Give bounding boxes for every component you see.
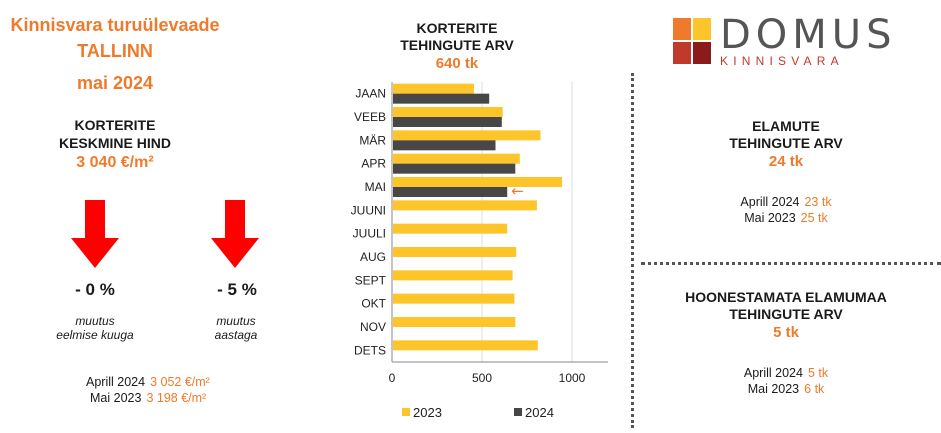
comparison-value: 3 052 €/m²	[150, 375, 210, 389]
comparison-label: Aprill 2024	[740, 195, 800, 209]
comparison-label: Aprill 2024	[86, 375, 146, 389]
comparison-value: 25 tk	[800, 211, 828, 225]
report-title: Kinnisvara turuülevaade TALLINN mai 2024	[0, 12, 230, 96]
divider-horizontal	[641, 262, 941, 265]
y-tick-label: MAI	[365, 180, 386, 194]
y-tick-label: SEPT	[355, 273, 387, 287]
y-tick-label: OKT	[361, 297, 386, 311]
bar-2024-mär	[393, 140, 496, 151]
houses-heading-line1: ELAMUTE	[752, 118, 820, 134]
bar-2023-aug	[393, 247, 517, 257]
chart-heading-line2: TEHINGUTE ARV	[400, 37, 514, 53]
houses-heading-line2: TEHINGUTE ARV	[729, 135, 843, 151]
comparison-label: Mai 2023	[744, 211, 796, 225]
comparison-value: 3 198 €/m²	[146, 391, 207, 405]
bar-2023-mai	[393, 177, 563, 187]
land-block: HOONESTAMATA ELAMUMAA TEHINGUTE ARV 5 tk…	[636, 289, 936, 397]
y-tick-label: AUG	[360, 250, 386, 264]
change-month-note: muutus eelmise kuuga	[30, 314, 160, 342]
change-year-note-line2: aastaga	[214, 328, 258, 342]
logo-wordmark: DOMUS	[720, 12, 897, 58]
bar-2023-veeb	[393, 107, 503, 117]
bar-2024-jaan	[393, 93, 490, 104]
y-tick-label: NOV	[360, 320, 386, 334]
legend-label-2023: 2023	[413, 405, 442, 420]
y-tick-label: JUUNI	[351, 203, 386, 217]
chart-heading: KORTERITE TEHINGUTE ARV 640 tk	[382, 20, 532, 74]
change-month-value: - 0 %	[75, 280, 115, 299]
bar-2023-juuli	[393, 223, 508, 234]
price-heading-line2: KESKMINE HIND	[58, 135, 171, 151]
price-value: 3 040 €/m²	[76, 154, 154, 171]
x-tick-label: 0	[389, 371, 396, 385]
legend-label-2024: 2024	[525, 405, 554, 420]
land-comparison-may: Mai 2023 6 tk	[636, 381, 936, 397]
bar-2023-apr	[393, 153, 520, 164]
houses-block: ELAMUTE TEHINGUTE ARV 24 tk Aprill 2024 2…	[636, 118, 936, 226]
land-heading-line2: TEHINGUTE ARV	[729, 306, 843, 322]
comparison-label: Mai 2023	[747, 382, 800, 396]
comparison-label: Mai 2023	[90, 391, 142, 405]
comparison-value: 6 tk	[804, 382, 825, 396]
price-comparison-april: Aprill 2024 3 052 €/m²	[86, 374, 210, 390]
domus-logo-icon	[673, 18, 711, 64]
change-year-note-line1: muutus	[216, 314, 256, 328]
bar-2023-nov	[393, 317, 516, 327]
report-title-line1: Kinnisvara turuülevaade	[10, 15, 220, 35]
land-value: 5 tk	[773, 324, 799, 341]
houses-comparison-may: Mai 2023 25 tk	[636, 210, 936, 226]
land-comparison-april: Aprill 2024 5 tk	[636, 365, 936, 381]
bar-2023-dets	[393, 340, 538, 351]
transactions-bar-chart: 0 500 1000 JAAN VEEB MÄR APR MAI ← JUUNI JUULI AUG S…	[351, 82, 608, 420]
bar-2023-juuni	[393, 200, 537, 211]
highlight-arrow-icon: ←	[511, 182, 524, 200]
change-year-value: - 5 %	[217, 280, 257, 299]
y-tick-label: JAAN	[355, 87, 386, 101]
logo-subtitle: KINNISVARA	[720, 54, 844, 68]
bar-2023-mär	[393, 130, 541, 141]
comparison-label: Aprill 2024	[743, 366, 803, 380]
x-tick-label: 500	[472, 371, 492, 385]
bar-2024-apr	[393, 163, 516, 174]
y-tick-label: JUULI	[353, 227, 386, 241]
bar-2024-veeb	[393, 117, 502, 127]
report-title-city: TALLINN	[77, 41, 153, 61]
y-tick-label: APR	[361, 157, 386, 171]
bar-2023-sept	[393, 270, 513, 281]
change-year-note: muutus aastaga	[171, 314, 301, 342]
land-heading-line1: HOONESTAMATA ELAMUMAA	[685, 289, 887, 305]
bar-2023-jaan	[393, 83, 474, 94]
chart-heading-value: 640 tk	[435, 55, 479, 72]
comparison-value: 23 tk	[804, 195, 832, 209]
report-title-period: mai 2024	[76, 73, 154, 93]
comparison-value: 5 tk	[807, 366, 829, 380]
price-block: KORTERITE KESKMINE HIND 3 040 €/m²	[0, 116, 230, 174]
bar-2024-mai	[393, 187, 508, 197]
y-tick-label: VEEB	[354, 110, 386, 124]
price-heading-line1: KORTERITE	[74, 117, 156, 133]
legend-swatch-2023	[402, 408, 410, 416]
price-comparison-may: Mai 2023 3 198 €/m²	[90, 390, 206, 406]
change-month-note-line1: muutus	[75, 314, 115, 328]
y-tick-label: DETS	[354, 343, 386, 357]
chart-heading-line1: KORTERITE	[416, 20, 498, 36]
houses-comparison-april: Aprill 2024 23 tk	[636, 194, 936, 210]
legend-swatch-2024	[514, 408, 522, 416]
divider-vertical	[631, 73, 634, 428]
change-month-note-line2: eelmise kuuga	[56, 328, 134, 342]
y-tick-label: MÄR	[359, 133, 386, 147]
houses-value: 24 tk	[768, 153, 804, 170]
x-tick-label: 1000	[559, 371, 586, 385]
down-arrow-icon	[71, 200, 119, 268]
bar-2023-okt	[393, 293, 515, 304]
down-arrow-icon	[211, 200, 259, 268]
